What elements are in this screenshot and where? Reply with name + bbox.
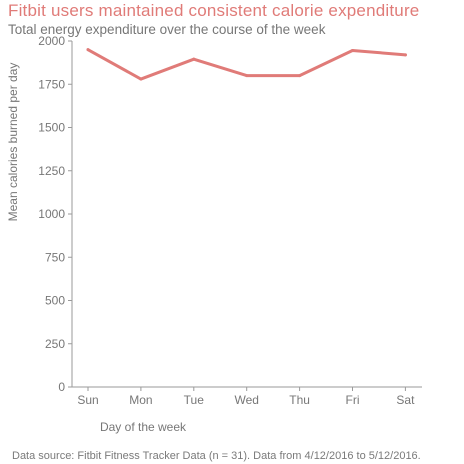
x-axis-title: Day of the week <box>100 420 187 434</box>
data-point-tue <box>192 57 196 61</box>
chart-title: Fitbit users maintained consistent calor… <box>8 1 420 20</box>
x-tick-label: Wed <box>234 393 258 407</box>
data-point-wed <box>245 74 249 78</box>
y-tick-label: 1250 <box>38 164 65 178</box>
y-tick-label: 750 <box>45 250 65 264</box>
x-tick-label: Sat <box>396 393 415 407</box>
x-tick-label: Sun <box>77 393 98 407</box>
x-tick-label: Mon <box>129 393 152 407</box>
y-tick-label: 500 <box>45 294 65 308</box>
data-point-thu <box>298 74 302 78</box>
x-axis: Sun Mon Tue Wed Thu Fri Sat <box>72 386 422 407</box>
data-source-caption: Data source: Fitbit Fitness Tracker Data… <box>12 450 421 462</box>
y-axis: 0 250 500 750 1000 1250 1500 1750 2000 <box>38 34 73 394</box>
data-point-sun <box>86 48 90 52</box>
series-layer <box>86 48 407 81</box>
data-point-mon <box>139 77 143 81</box>
chart-subtitle: Total energy expenditure over the course… <box>8 22 326 37</box>
data-point-fri <box>351 49 354 53</box>
x-tick-label: Thu <box>289 393 310 407</box>
y-axis-title: Mean calories burned per day <box>6 63 20 222</box>
y-tick-label: 1750 <box>38 77 65 91</box>
y-tick-label: 1000 <box>38 207 65 221</box>
x-tick-label: Fri <box>346 393 360 407</box>
y-tick-label: 0 <box>58 380 65 394</box>
y-tick-label: 1500 <box>38 121 65 135</box>
x-tick-label: Tue <box>184 393 205 407</box>
y-tick-label: 250 <box>45 337 65 351</box>
y-tick-label: 2000 <box>38 34 65 48</box>
data-point-sat <box>403 53 407 57</box>
